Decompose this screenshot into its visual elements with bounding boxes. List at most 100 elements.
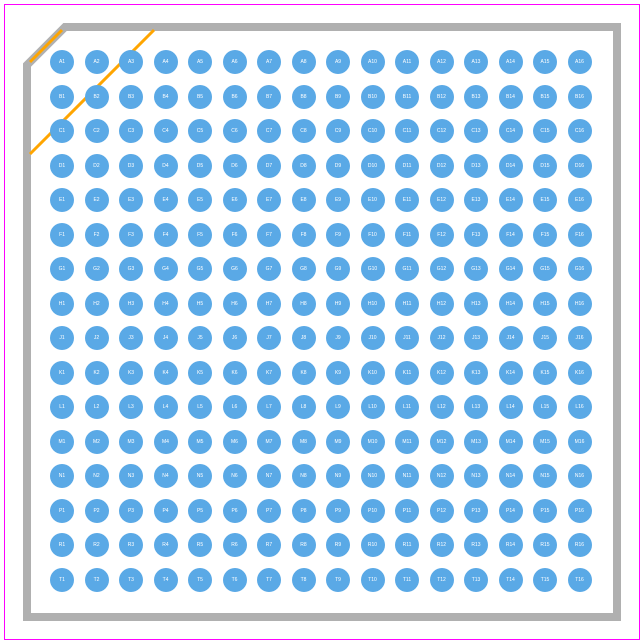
ball-c9: C9: [326, 119, 350, 143]
ball-a6: A6: [223, 50, 247, 74]
ball-t6: T6: [223, 568, 247, 592]
ball-j7: J7: [257, 326, 281, 350]
ball-e5: E5: [188, 188, 212, 212]
ball-a4: A4: [154, 50, 178, 74]
ball-b7: B7: [257, 85, 281, 109]
ball-f5: F5: [188, 223, 212, 247]
ball-j13: J13: [464, 326, 488, 350]
ball-l12: L12: [430, 395, 454, 419]
ball-a16: A16: [568, 50, 592, 74]
ball-f3: F3: [119, 223, 143, 247]
ball-h10: H10: [361, 292, 385, 316]
ball-a14: A14: [499, 50, 523, 74]
ball-t10: T10: [361, 568, 385, 592]
ball-p6: P6: [223, 499, 247, 523]
ball-p11: P11: [395, 499, 419, 523]
ball-t3: T3: [119, 568, 143, 592]
ball-m6: M6: [223, 430, 247, 454]
ball-a12: A12: [430, 50, 454, 74]
ball-r9: R9: [326, 533, 350, 557]
ball-j14: J14: [499, 326, 523, 350]
ball-r16: R16: [568, 533, 592, 557]
ball-d3: D3: [119, 154, 143, 178]
ball-l7: L7: [257, 395, 281, 419]
ball-m1: M1: [50, 430, 74, 454]
ball-n10: N10: [361, 464, 385, 488]
ball-n3: N3: [119, 464, 143, 488]
ball-g15: G15: [533, 257, 557, 281]
ball-b5: B5: [188, 85, 212, 109]
ball-c16: C16: [568, 119, 592, 143]
ball-a13: A13: [464, 50, 488, 74]
ball-a9: A9: [326, 50, 350, 74]
ball-m14: M14: [499, 430, 523, 454]
ball-t4: T4: [154, 568, 178, 592]
ball-e6: E6: [223, 188, 247, 212]
ball-p7: P7: [257, 499, 281, 523]
ball-j9: J9: [326, 326, 350, 350]
ball-f15: F15: [533, 223, 557, 247]
ball-p16: P16: [568, 499, 592, 523]
ball-h1: H1: [50, 292, 74, 316]
ball-j1: J1: [50, 326, 74, 350]
ball-n8: N8: [292, 464, 316, 488]
ball-b16: B16: [568, 85, 592, 109]
ball-d9: D9: [326, 154, 350, 178]
ball-r11: R11: [395, 533, 419, 557]
ball-l2: L2: [85, 395, 109, 419]
ball-d5: D5: [188, 154, 212, 178]
ball-b1: B1: [50, 85, 74, 109]
ball-c4: C4: [154, 119, 178, 143]
ball-f4: F4: [154, 223, 178, 247]
ball-a10: A10: [361, 50, 385, 74]
ball-b2: B2: [85, 85, 109, 109]
ball-f10: F10: [361, 223, 385, 247]
ball-n14: N14: [499, 464, 523, 488]
ball-t12: T12: [430, 568, 454, 592]
ball-k2: K2: [85, 361, 109, 385]
ball-j5: J5: [188, 326, 212, 350]
ball-r4: R4: [154, 533, 178, 557]
ball-c1: C1: [50, 119, 74, 143]
ball-c13: C13: [464, 119, 488, 143]
ball-t15: T15: [533, 568, 557, 592]
ball-e8: E8: [292, 188, 316, 212]
ball-e12: E12: [430, 188, 454, 212]
ball-p14: P14: [499, 499, 523, 523]
ball-p9: P9: [326, 499, 350, 523]
ball-f11: F11: [395, 223, 419, 247]
ball-p12: P12: [430, 499, 454, 523]
ball-b4: B4: [154, 85, 178, 109]
ball-f14: F14: [499, 223, 523, 247]
ball-l10: L10: [361, 395, 385, 419]
ball-p2: P2: [85, 499, 109, 523]
ball-h13: H13: [464, 292, 488, 316]
ball-d13: D13: [464, 154, 488, 178]
ball-a1: A1: [50, 50, 74, 74]
ball-m7: M7: [257, 430, 281, 454]
ball-c8: C8: [292, 119, 316, 143]
ball-n4: N4: [154, 464, 178, 488]
ball-k1: K1: [50, 361, 74, 385]
ball-g10: G10: [361, 257, 385, 281]
ball-b6: B6: [223, 85, 247, 109]
ball-p8: P8: [292, 499, 316, 523]
ball-d7: D7: [257, 154, 281, 178]
ball-n6: N6: [223, 464, 247, 488]
ball-k9: K9: [326, 361, 350, 385]
ball-c11: C11: [395, 119, 419, 143]
ball-c7: C7: [257, 119, 281, 143]
ball-d12: D12: [430, 154, 454, 178]
ball-t16: T16: [568, 568, 592, 592]
ball-j2: J2: [85, 326, 109, 350]
ball-e2: E2: [85, 188, 109, 212]
ball-a5: A5: [188, 50, 212, 74]
ball-j10: J10: [361, 326, 385, 350]
ball-h12: H12: [430, 292, 454, 316]
ball-b11: B11: [395, 85, 419, 109]
ball-h6: H6: [223, 292, 247, 316]
ball-d1: D1: [50, 154, 74, 178]
ball-h7: H7: [257, 292, 281, 316]
ball-m15: M15: [533, 430, 557, 454]
ball-l5: L5: [188, 395, 212, 419]
